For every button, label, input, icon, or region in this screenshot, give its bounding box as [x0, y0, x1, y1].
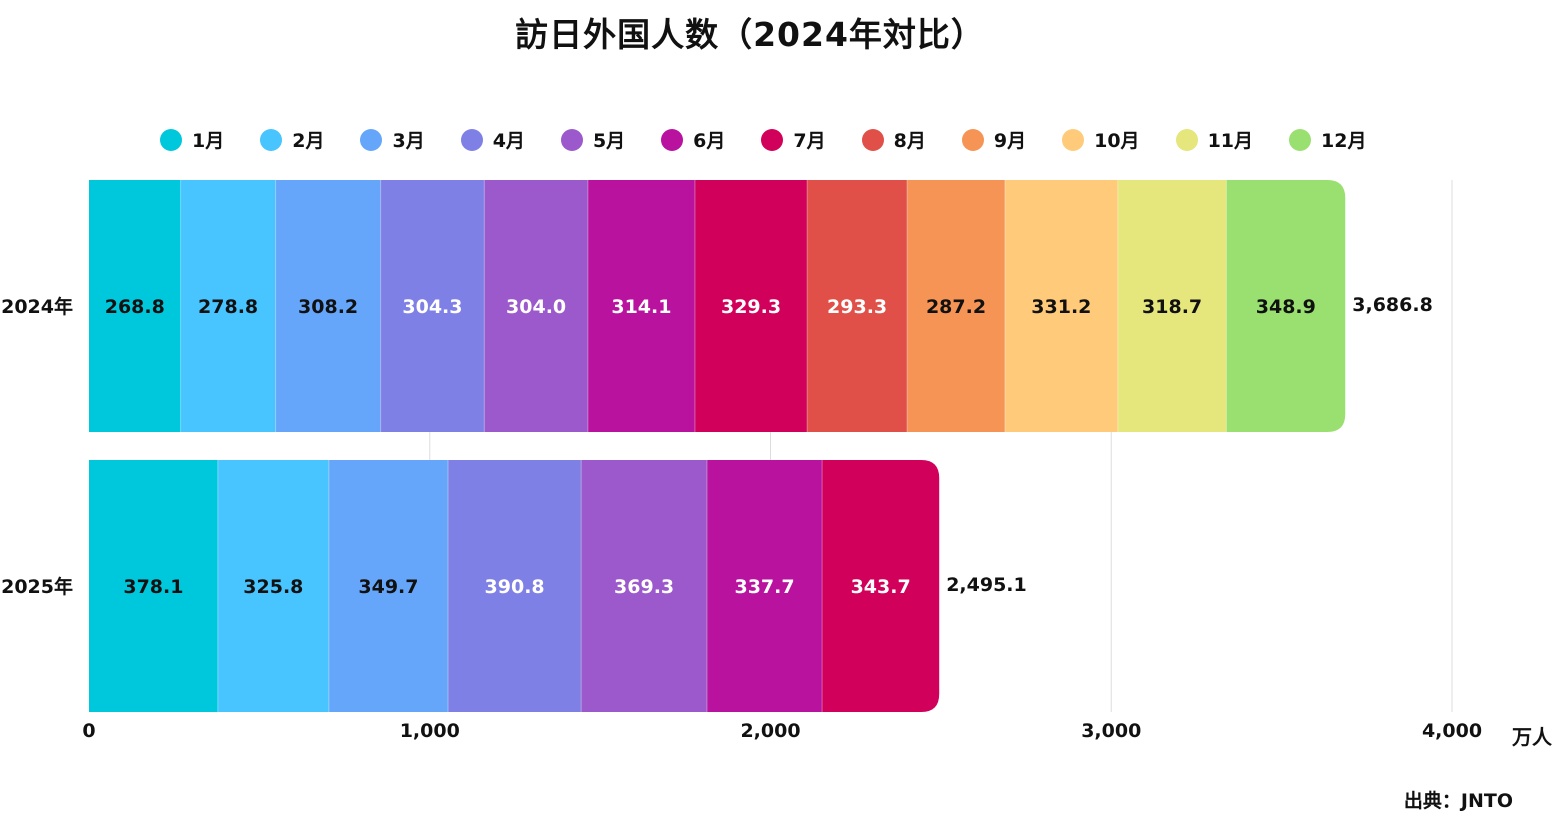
legend-item[interactable]: 5月	[560, 126, 626, 153]
legend-item[interactable]: 8月	[861, 126, 926, 153]
data-label: 308.2	[298, 296, 358, 318]
x-tick-label: 0	[82, 720, 95, 742]
legend-label: 8月	[893, 130, 926, 152]
legend-swatch	[661, 128, 684, 151]
source-note: 出典：JNTO	[1403, 790, 1513, 812]
data-label: 304.0	[506, 296, 566, 318]
x-tick-label: 2,000	[740, 720, 800, 742]
bar-segment[interactable]	[707, 460, 823, 712]
bar-segment[interactable]	[89, 460, 219, 712]
bar-segment[interactable]	[328, 460, 449, 712]
x-tick-label: 4,000	[1422, 720, 1482, 742]
data-label: 337.7	[734, 576, 794, 598]
data-label: 329.3	[721, 296, 781, 318]
bar-segment[interactable]	[484, 180, 589, 432]
total-label: 2,495.1	[946, 574, 1027, 596]
data-label: 369.3	[614, 576, 674, 598]
legend-swatch	[1175, 128, 1198, 151]
bar-segment[interactable]	[448, 460, 582, 712]
data-label: 349.7	[358, 576, 418, 598]
bar-segment[interactable]	[89, 180, 182, 432]
legend-label: 12月	[1321, 130, 1367, 152]
x-tick-label: 3,000	[1081, 720, 1141, 742]
legend-label: 4月	[492, 130, 525, 152]
legend-item[interactable]: 12月	[1289, 126, 1366, 153]
bar-segment[interactable]	[1117, 180, 1227, 432]
legend-label: 2月	[292, 130, 325, 152]
legend-item[interactable]: 7月	[761, 126, 826, 153]
bar-segment[interactable]	[694, 180, 808, 432]
bar-row-0	[89, 180, 1346, 432]
data-label: 325.8	[243, 576, 303, 598]
y-category-label: 2024年	[1, 295, 73, 318]
bar-segment[interactable]	[907, 180, 1006, 432]
legend-label: 1月	[192, 130, 225, 152]
legend-swatch	[1062, 128, 1085, 151]
bar-segment[interactable]	[1004, 180, 1119, 432]
legend-label: 10月	[1094, 130, 1140, 152]
bar-segment[interactable]	[275, 180, 382, 432]
bar-row-1	[89, 460, 940, 712]
data-label: 287.2	[926, 296, 986, 318]
data-label: 268.8	[105, 296, 165, 318]
legend-item[interactable]: 2月	[260, 126, 324, 153]
legend-item[interactable]: 6月	[661, 126, 725, 153]
data-label: 314.1	[611, 296, 671, 318]
chart-title: 訪日外国人数（2024年対比）	[515, 15, 985, 54]
data-label: 378.1	[123, 576, 183, 598]
data-label: 304.3	[402, 296, 462, 318]
legend-label: 11月	[1207, 130, 1254, 152]
legend-swatch	[460, 128, 483, 151]
bar-segment[interactable]	[587, 180, 696, 432]
data-label: 343.7	[851, 576, 911, 598]
data-label: 331.2	[1031, 296, 1091, 318]
legend-item[interactable]: 10月	[1062, 126, 1140, 153]
x-tick-label: 1,000	[400, 720, 460, 742]
legend-swatch	[260, 128, 283, 151]
bar-segment[interactable]	[1226, 180, 1346, 432]
bar-segment[interactable]	[217, 460, 330, 712]
y-category-label: 2025年	[1, 575, 73, 598]
legend-swatch	[160, 128, 182, 151]
bar-segment[interactable]	[807, 180, 908, 432]
bar-segment[interactable]	[581, 460, 708, 712]
data-label: 293.3	[827, 296, 887, 318]
legend-swatch	[861, 128, 884, 151]
legend-swatch	[560, 128, 583, 151]
total-label: 3,686.8	[1352, 294, 1433, 316]
data-label: 390.8	[485, 576, 545, 598]
legend-swatch	[761, 128, 784, 151]
bar-segment[interactable]	[380, 180, 485, 432]
data-label: 278.8	[198, 296, 258, 318]
legend-label: 5月	[592, 130, 626, 152]
legend-item[interactable]: 11月	[1175, 126, 1254, 153]
legend-label: 7月	[793, 130, 826, 152]
legend-swatch	[360, 128, 383, 151]
legend-item[interactable]: 9月	[961, 126, 1027, 153]
legend-label: 6月	[693, 130, 726, 152]
x-axis-unit: 万人	[1512, 725, 1552, 749]
data-label: 318.7	[1142, 296, 1202, 318]
bar-segment[interactable]	[822, 460, 940, 712]
legend-item[interactable]: 1月	[160, 126, 224, 153]
legend-item[interactable]: 4月	[460, 126, 525, 153]
legend: 1月 2月 3月 4月 5月 6月 7月 8月 9月 10月 11月 12月	[160, 126, 1402, 153]
legend-swatch	[961, 128, 984, 151]
legend-label: 3月	[392, 130, 425, 152]
legend-item[interactable]: 3月	[360, 126, 425, 153]
data-label: 348.9	[1256, 296, 1316, 318]
legend-swatch	[1289, 128, 1312, 151]
bar-segment[interactable]	[180, 180, 277, 432]
legend-label: 9月	[993, 130, 1027, 152]
